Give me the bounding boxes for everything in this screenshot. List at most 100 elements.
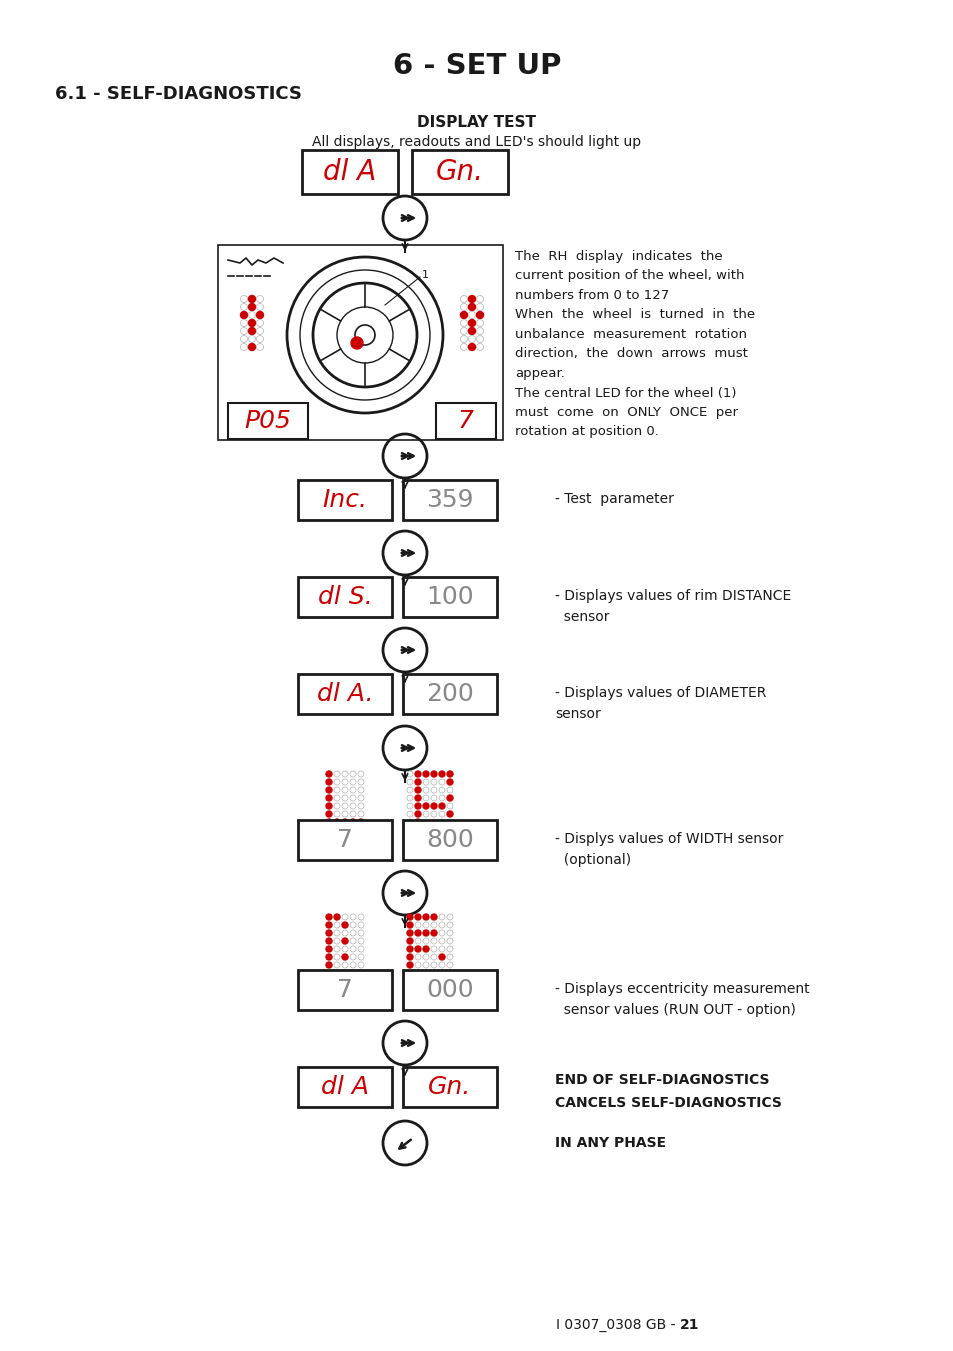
Text: I 0307_0308 GB -: I 0307_0308 GB - xyxy=(556,1319,679,1332)
Text: - Displys values of WIDTH sensor
  (optional): - Displys values of WIDTH sensor (option… xyxy=(555,832,782,866)
Circle shape xyxy=(326,780,332,785)
Bar xyxy=(436,403,496,439)
FancyBboxPatch shape xyxy=(297,480,392,520)
Circle shape xyxy=(422,946,429,952)
Circle shape xyxy=(431,929,436,936)
Text: 7: 7 xyxy=(336,978,353,1002)
Text: All displays, readouts and LED's should light up: All displays, readouts and LED's should … xyxy=(313,135,640,149)
Circle shape xyxy=(431,802,436,809)
FancyBboxPatch shape xyxy=(297,970,392,1011)
Circle shape xyxy=(468,304,475,311)
Circle shape xyxy=(326,954,332,961)
Text: 000: 000 xyxy=(426,978,474,1002)
FancyBboxPatch shape xyxy=(297,820,392,861)
Circle shape xyxy=(407,946,413,952)
Circle shape xyxy=(415,946,420,952)
Circle shape xyxy=(447,771,453,777)
Circle shape xyxy=(326,938,332,944)
Text: 800: 800 xyxy=(426,828,474,852)
Circle shape xyxy=(438,954,444,961)
Circle shape xyxy=(326,921,332,928)
Circle shape xyxy=(326,794,332,801)
Circle shape xyxy=(407,938,413,944)
Bar xyxy=(228,403,308,439)
Text: 100: 100 xyxy=(426,585,474,609)
Circle shape xyxy=(357,819,364,825)
Text: Gn.: Gn. xyxy=(428,1075,471,1098)
Text: 21: 21 xyxy=(679,1319,699,1332)
Circle shape xyxy=(460,312,467,319)
Circle shape xyxy=(341,819,348,825)
Text: 7: 7 xyxy=(457,409,474,434)
Circle shape xyxy=(438,771,444,777)
FancyBboxPatch shape xyxy=(402,577,497,617)
Circle shape xyxy=(431,915,436,920)
Text: dl A: dl A xyxy=(320,1075,369,1098)
Circle shape xyxy=(431,771,436,777)
Text: 6.1 - SELF-DIAGNOSTICS: 6.1 - SELF-DIAGNOSTICS xyxy=(55,85,302,103)
Text: dl S.: dl S. xyxy=(317,585,372,609)
Text: 1: 1 xyxy=(421,270,429,280)
Text: P05: P05 xyxy=(244,409,291,434)
Text: - Displays eccentricity measurement
  sensor values (RUN OUT - option): - Displays eccentricity measurement sens… xyxy=(555,982,809,1016)
Text: - Test  parameter: - Test parameter xyxy=(555,492,673,507)
Circle shape xyxy=(415,915,420,920)
Text: dl A: dl A xyxy=(323,158,376,186)
Circle shape xyxy=(422,929,429,936)
FancyBboxPatch shape xyxy=(402,820,497,861)
FancyBboxPatch shape xyxy=(402,674,497,713)
Text: Inc.: Inc. xyxy=(322,488,367,512)
Circle shape xyxy=(468,296,475,303)
Circle shape xyxy=(341,954,348,961)
Circle shape xyxy=(240,312,247,319)
FancyBboxPatch shape xyxy=(402,1067,497,1106)
Circle shape xyxy=(326,946,332,952)
Circle shape xyxy=(468,327,475,335)
Circle shape xyxy=(415,788,420,793)
Circle shape xyxy=(407,915,413,920)
Circle shape xyxy=(326,819,332,825)
Circle shape xyxy=(351,336,363,349)
Circle shape xyxy=(476,312,483,319)
Circle shape xyxy=(447,780,453,785)
Circle shape xyxy=(422,802,429,809)
Circle shape xyxy=(415,794,420,801)
Circle shape xyxy=(415,819,420,825)
Circle shape xyxy=(415,771,420,777)
Text: DISPLAY TEST: DISPLAY TEST xyxy=(417,115,536,130)
Circle shape xyxy=(326,788,332,793)
Bar xyxy=(218,245,502,440)
Circle shape xyxy=(407,929,413,936)
Circle shape xyxy=(341,938,348,944)
Circle shape xyxy=(248,327,255,335)
Circle shape xyxy=(415,929,420,936)
Circle shape xyxy=(334,819,339,825)
Circle shape xyxy=(355,326,375,345)
Text: END OF SELF-DIAGNOSTICS
CANCELS SELF-DIAGNOSTICS: END OF SELF-DIAGNOSTICS CANCELS SELF-DIA… xyxy=(555,1073,781,1109)
Circle shape xyxy=(422,915,429,920)
Circle shape xyxy=(407,962,413,969)
Circle shape xyxy=(326,771,332,777)
Circle shape xyxy=(326,802,332,809)
Text: - Displays values of DIAMETER
sensor: - Displays values of DIAMETER sensor xyxy=(555,686,765,720)
Circle shape xyxy=(415,811,420,817)
Circle shape xyxy=(326,962,332,969)
Circle shape xyxy=(248,343,255,350)
FancyBboxPatch shape xyxy=(297,1067,392,1106)
Circle shape xyxy=(248,319,255,327)
Text: 7: 7 xyxy=(336,828,353,852)
FancyBboxPatch shape xyxy=(297,674,392,713)
Circle shape xyxy=(326,929,332,936)
Circle shape xyxy=(248,296,255,303)
Circle shape xyxy=(447,794,453,801)
FancyBboxPatch shape xyxy=(302,150,397,195)
Text: The  RH  display  indicates  the
current position of the wheel, with
numbers fro: The RH display indicates the current pos… xyxy=(515,250,755,439)
Text: 6 - SET UP: 6 - SET UP xyxy=(393,51,560,80)
Circle shape xyxy=(248,304,255,311)
Circle shape xyxy=(422,771,429,777)
Circle shape xyxy=(334,915,339,920)
Circle shape xyxy=(256,312,263,319)
Circle shape xyxy=(407,921,413,928)
Circle shape xyxy=(468,319,475,327)
Circle shape xyxy=(438,802,444,809)
